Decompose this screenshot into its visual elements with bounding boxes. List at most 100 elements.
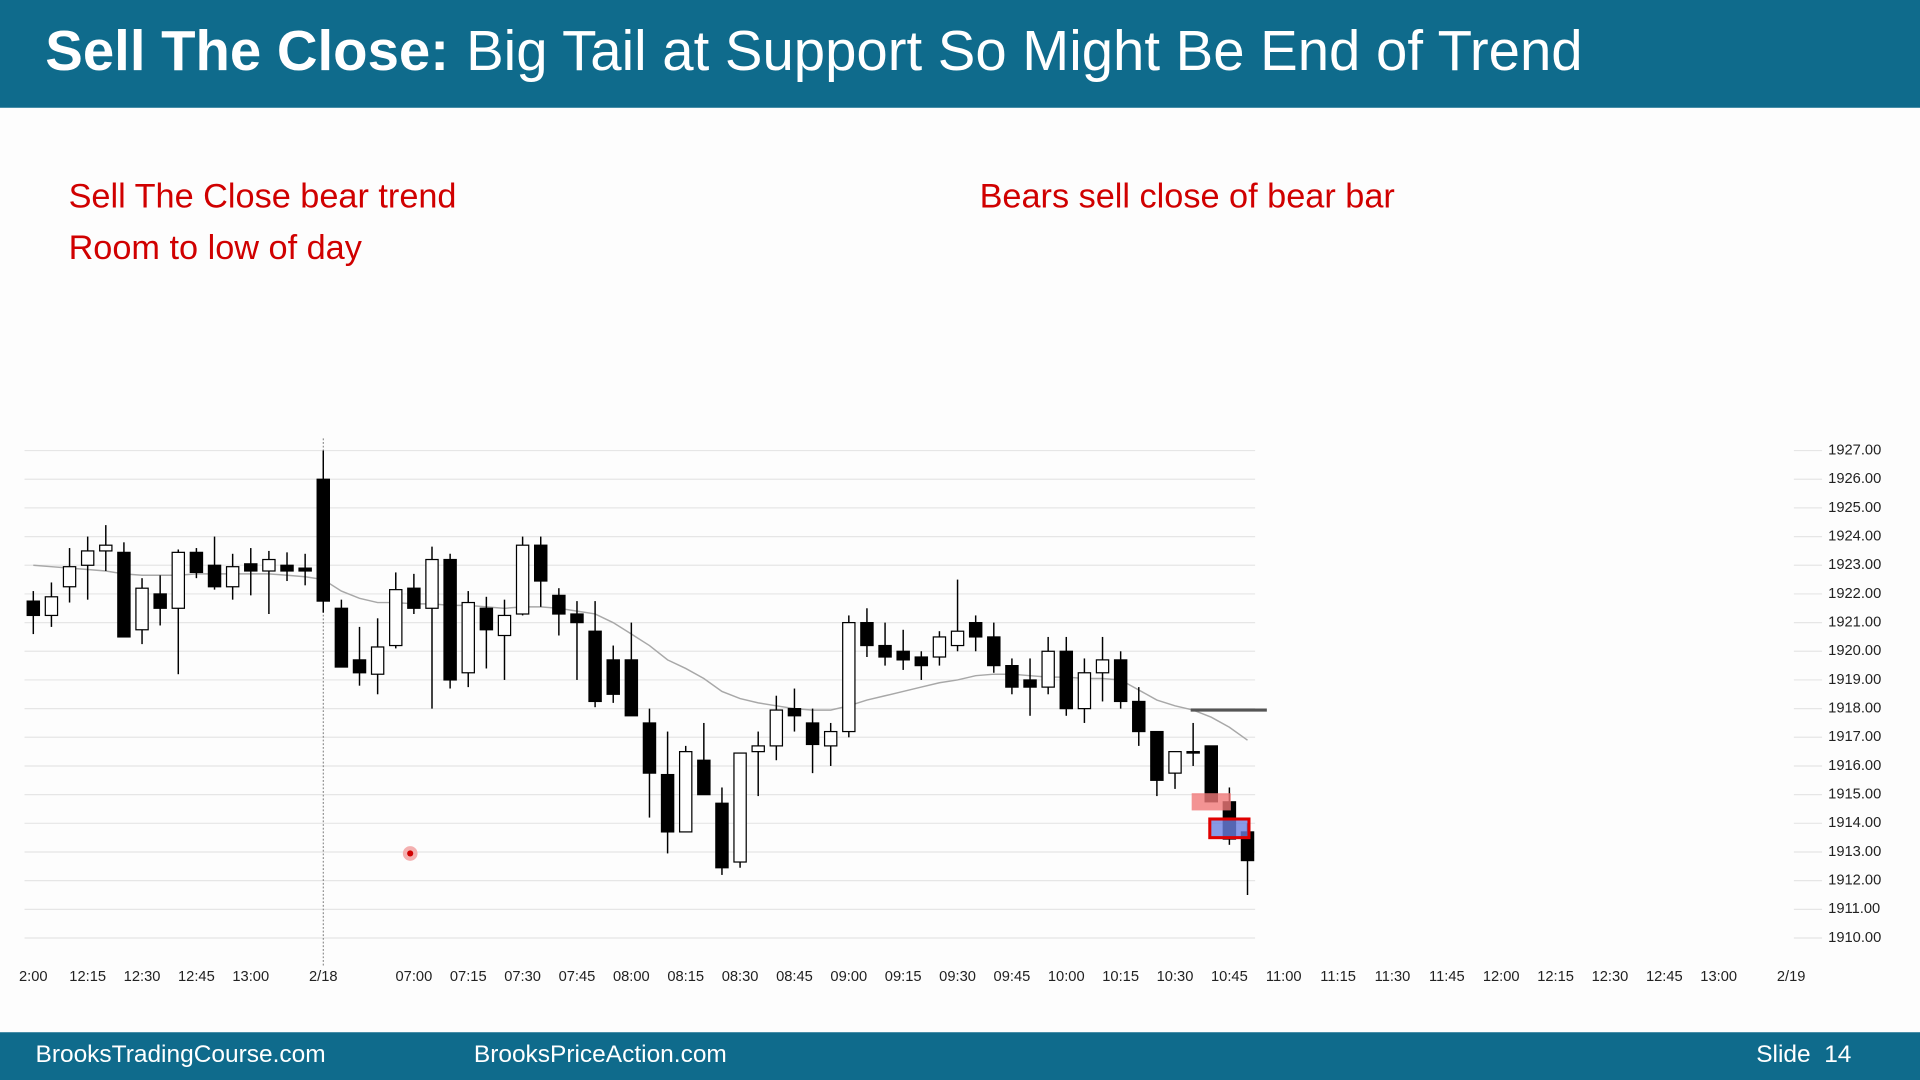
candle-body — [497, 614, 512, 637]
candle-body — [733, 752, 747, 863]
y-tick-label: 1925.00 — [1828, 500, 1881, 516]
candle-body — [262, 558, 276, 572]
candle-body — [660, 773, 675, 833]
candle-body — [443, 558, 457, 681]
annotation: Bears sell close of bear bar — [980, 177, 1395, 215]
candle-body — [26, 600, 41, 617]
x-tick-label: 2:00 — [19, 969, 48, 985]
slide-number: Slide 14 — [1756, 1041, 1851, 1068]
candle-body — [805, 722, 820, 746]
candle-body — [1023, 679, 1037, 688]
candle-body — [896, 650, 910, 661]
y-tick-label: 1913.00 — [1828, 844, 1881, 860]
x-tick-label: 12:30 — [1592, 969, 1629, 985]
y-tick-label: 1916.00 — [1828, 758, 1881, 774]
candle-body — [1113, 659, 1128, 703]
y-tick-label: 1917.00 — [1828, 729, 1881, 745]
y-tick-label: 1911.00 — [1828, 901, 1880, 917]
candle-body — [1186, 751, 1200, 754]
candle-body — [751, 745, 765, 753]
footer-center: BrooksPriceAction.com — [474, 1041, 727, 1068]
x-tick-label: 09:15 — [885, 969, 922, 985]
x-tick-label: 13:00 — [232, 969, 269, 985]
candle-body — [950, 630, 965, 647]
candle-body — [878, 644, 892, 658]
candle-body — [1041, 650, 1055, 688]
candle-body — [769, 709, 784, 747]
x-tick-label: 11:15 — [1320, 969, 1356, 985]
candle-body — [207, 564, 222, 588]
candle-body — [280, 564, 294, 572]
candle-body — [1168, 751, 1182, 774]
highlight-box — [1208, 817, 1251, 840]
candle-body — [642, 722, 657, 774]
x-tick-label: 09:30 — [939, 969, 976, 985]
candle-body — [298, 567, 312, 572]
title-bold: Sell The Close: — [45, 19, 449, 82]
y-tick-label: 1927.00 — [1828, 442, 1881, 458]
candle-body — [80, 550, 95, 566]
candle-body — [244, 563, 258, 572]
y-tick-label: 1921.00 — [1828, 614, 1881, 630]
candle-body — [606, 659, 620, 695]
x-tick-label: 2/18 — [309, 969, 338, 985]
candle-body — [1095, 659, 1110, 674]
x-tick-label: 13:00 — [1700, 969, 1737, 985]
y-tick-label: 1915.00 — [1828, 787, 1881, 803]
candle-body — [1150, 730, 1164, 781]
x-tick-label: 12:45 — [1646, 969, 1683, 985]
y-tick-label: 1920.00 — [1828, 643, 1881, 659]
candle-body — [153, 593, 167, 609]
y-tick-label: 1923.00 — [1828, 557, 1881, 573]
annotation: Room to low of day — [69, 229, 363, 267]
candle-body — [389, 589, 403, 647]
candle-body — [479, 607, 494, 631]
x-tick-label: 11:30 — [1375, 969, 1411, 985]
candle-body — [552, 594, 566, 615]
candle-body — [697, 759, 711, 796]
candle-body — [334, 607, 349, 668]
candle-body — [461, 601, 475, 674]
candle-body — [987, 636, 1001, 667]
slide-title: Sell The Close: Big Tail at Support So Mi… — [45, 19, 1582, 82]
candle-body — [117, 551, 131, 638]
candle-body — [225, 566, 240, 588]
candle-body — [1077, 672, 1092, 710]
x-tick-label: 11:45 — [1429, 969, 1465, 985]
x-tick-label: 12:15 — [1537, 969, 1574, 985]
y-tick-label: 1918.00 — [1828, 700, 1881, 716]
x-tick-label: 08:45 — [776, 969, 813, 985]
candle-body — [370, 646, 385, 675]
candle-body — [62, 566, 77, 588]
candle-body — [316, 478, 330, 602]
candle-body — [787, 708, 802, 717]
candle-body — [1059, 650, 1074, 710]
x-tick-label: 08:15 — [667, 969, 704, 985]
footer-bar — [0, 1032, 1920, 1080]
candle-body — [44, 596, 59, 617]
x-tick-label: 12:30 — [124, 969, 161, 985]
annotation: Sell The Close bear trend — [69, 177, 457, 215]
candle-body — [624, 659, 639, 717]
y-tick-label: 1914.00 — [1828, 815, 1881, 831]
y-tick-label: 1924.00 — [1828, 528, 1881, 544]
y-tick-label: 1926.00 — [1828, 471, 1881, 487]
candle-body — [842, 621, 856, 733]
x-tick-label: 12:45 — [178, 969, 215, 985]
candle-body — [1132, 700, 1146, 733]
candle-body — [171, 551, 186, 609]
highlight-box — [1191, 793, 1231, 811]
x-tick-label: 10:45 — [1211, 969, 1248, 985]
candle-body — [914, 656, 929, 667]
candle-body — [515, 544, 530, 615]
x-tick-label: 2/19 — [1777, 969, 1806, 985]
y-tick-label: 1912.00 — [1828, 873, 1881, 889]
candle-body — [534, 544, 548, 582]
x-tick-label: 07:45 — [559, 969, 596, 985]
x-tick-label: 08:30 — [722, 969, 759, 985]
candle-body — [968, 621, 983, 638]
cursor-dot — [407, 850, 414, 857]
x-tick-label: 10:30 — [1157, 969, 1194, 985]
candle-body — [588, 630, 602, 703]
x-tick-label: 09:45 — [994, 969, 1031, 985]
